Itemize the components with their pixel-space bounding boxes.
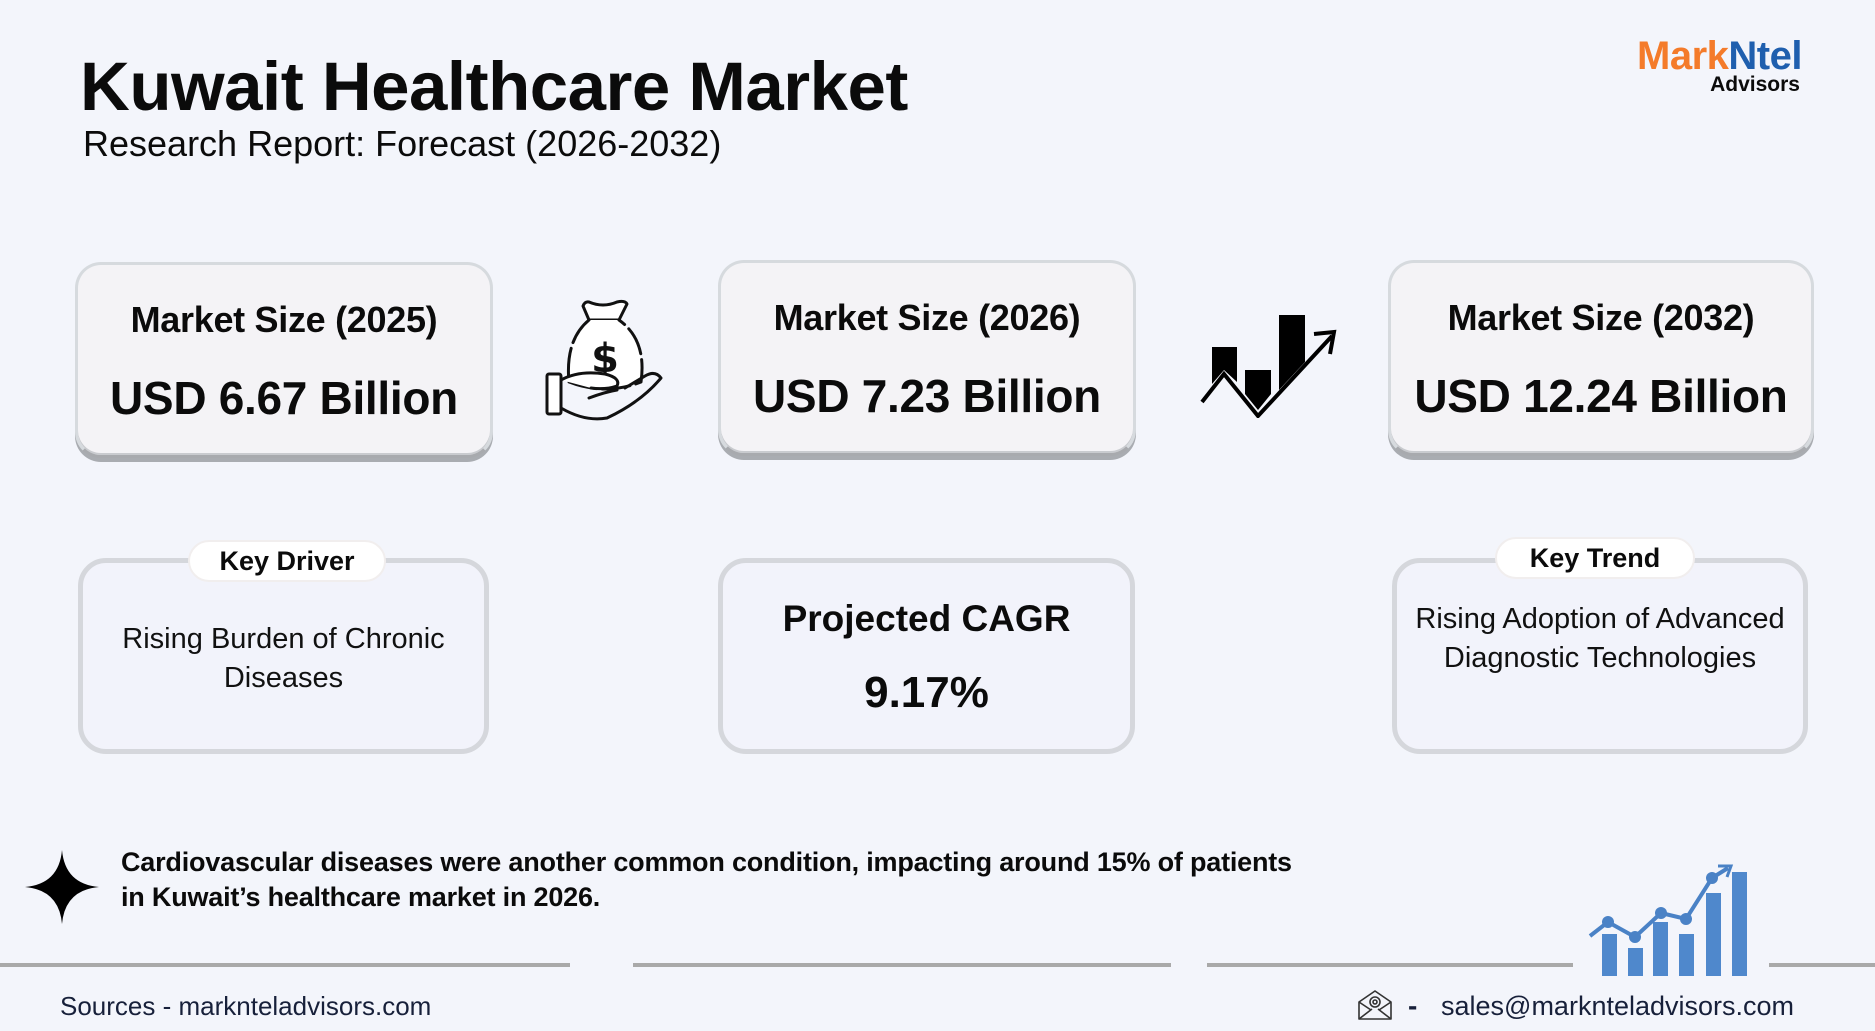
key-driver-box: Rising Burden of Chronic Diseases [78,558,489,754]
key-driver-text: Rising Burden of Chronic Diseases [122,623,445,694]
footer-divider [633,963,1171,967]
logo-ntel-text: Ntel [1728,34,1802,78]
market-size-label: Market Size (2026) [773,297,1081,338]
logo-mark-text: Mark [1637,34,1729,78]
key-driver-badge: Key Driver [188,540,386,582]
growth-chart-arrow-icon [1200,312,1340,420]
market-size-2032-card: Market Size (2032) USD 12.24 Billion [1388,260,1814,456]
key-trend-badge: Key Trend [1495,537,1695,579]
market-size-value: USD 6.67 Billion [110,372,458,424]
cagr-value: 9.17% [864,668,989,717]
sparkle-star-icon [25,850,99,924]
contact-email-link[interactable]: sales@marknteladvisors.com [1441,991,1795,1021]
envelope-at-icon [1357,989,1393,1021]
key-trend-box: Rising Adoption of Advanced Diagnostic T… [1392,558,1808,754]
market-size-2026-card: Market Size (2026) USD 7.23 Billion [718,260,1136,456]
market-size-value: USD 12.24 Billion [1414,370,1788,422]
money-bag-hand-icon: $ [545,296,667,424]
logo-wordmark: MarkNtel [1637,36,1802,76]
market-size-value: USD 7.23 Billion [753,370,1101,422]
key-fact-line-2: in Kuwait’s healthcare market in 2026. [121,882,601,912]
market-size-label: Market Size (2025) [130,299,438,340]
market-size-2025-card: Market Size (2025) USD 6.67 Billion [75,262,493,458]
key-trend-text: Rising Adoption of Advanced Diagnostic T… [1415,603,1785,674]
projected-cagr-box: Projected CAGR 9.17% [718,558,1135,754]
footer-divider [1207,963,1573,967]
footer-divider [1769,963,1875,967]
email-separator: - [1408,990,1418,1021]
marknteladvisors-logo: MarkNtel Advisors [1590,36,1802,96]
footer-divider [0,963,570,967]
page-title: Kuwait Healthcare Market [80,48,908,125]
key-fact: Cardiovascular diseases were another com… [121,845,1292,915]
logo-tagline: Advisors [1710,73,1800,96]
market-size-label: Market Size (2032) [1447,297,1755,338]
bar-line-chart-icon [1585,860,1755,978]
sources-link[interactable]: Sources - marknteladvisors.com [60,991,432,1021]
key-fact-line-1: Cardiovascular diseases were another com… [121,847,1292,877]
cagr-label: Projected CAGR [782,598,1071,639]
page-subtitle: Research Report: Forecast (2026-2032) [83,123,722,164]
